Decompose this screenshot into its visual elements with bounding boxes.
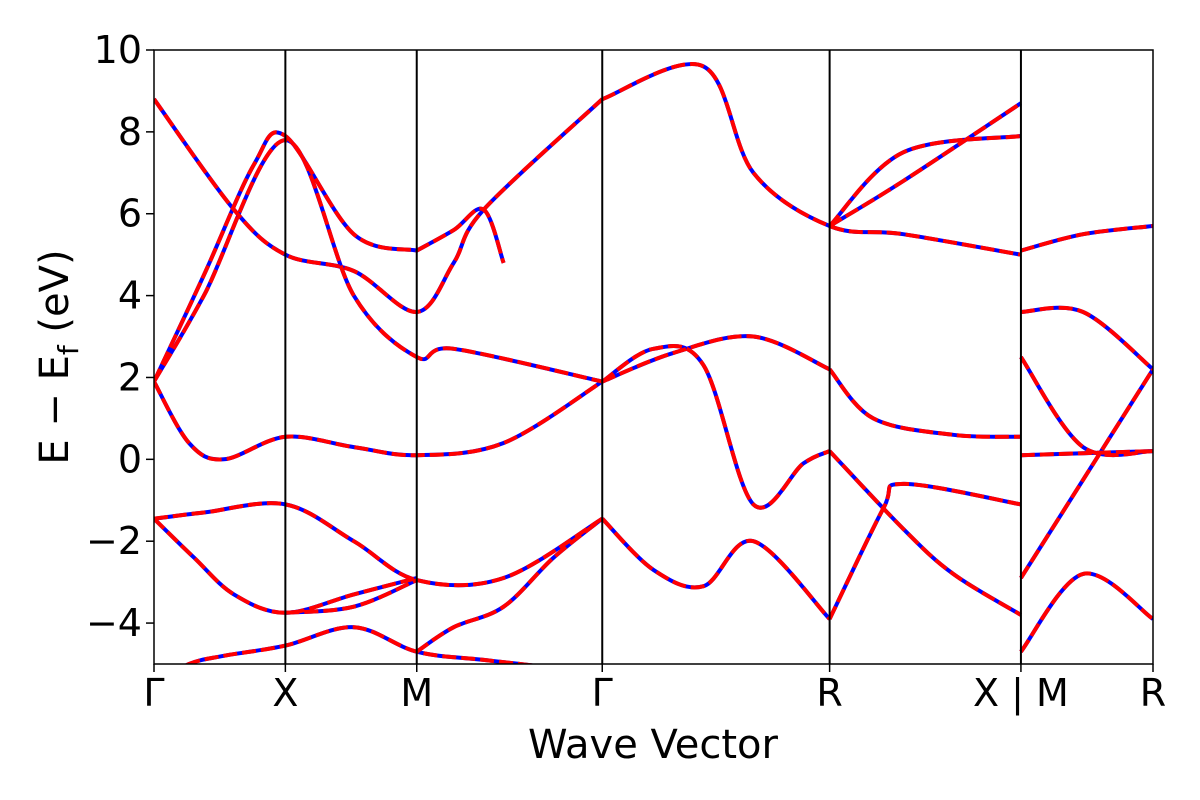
y-tick-label-3: 2 — [118, 355, 142, 399]
band-line-dashed-5 — [154, 379, 604, 462]
y-tick-label-0: −4 — [86, 601, 142, 645]
x-tick-label-0: Γ — [143, 671, 164, 715]
band-line-dashed-17 — [828, 101, 1023, 228]
x-axis-label: Wave Vector — [528, 722, 779, 768]
band-line-dashed-3 — [415, 517, 604, 654]
band-line-dashed-6 — [154, 130, 418, 383]
x-tick-label-3: Γ — [592, 671, 613, 715]
band-line-dashed-21 — [1019, 355, 1153, 457]
band-line-dashed-16 — [827, 481, 1022, 620]
y-tick-label-5: 6 — [118, 192, 142, 236]
band-line-dashed-24 — [1019, 571, 1153, 653]
plot-frame — [153, 49, 1154, 665]
band-line-solid-14 — [828, 449, 1022, 617]
y-tick-label-1: −2 — [86, 519, 142, 563]
band-line-dashed-20 — [1020, 305, 1153, 371]
band-line-dashed-18 — [828, 134, 1022, 228]
y-tick-label-7: 10 — [94, 28, 142, 72]
y-axis-label-unit: (eV) — [32, 249, 78, 345]
bands-layer — [154, 62, 1153, 664]
band-line-solid-12 — [601, 344, 831, 510]
band-line-dashed-23 — [1019, 368, 1153, 580]
band-line-solid-15 — [828, 367, 1021, 439]
band-line-dashed-7 — [154, 97, 604, 314]
band-line-solid-13 — [601, 62, 1022, 257]
band-line-solid-24 — [1019, 571, 1153, 653]
band-line-solid-21 — [1019, 355, 1153, 457]
band-line-dashed-22 — [1020, 449, 1153, 458]
x-tick-label-5: X | M — [973, 671, 1069, 716]
x-tick-label-6: R — [1140, 671, 1166, 715]
band-line-dashed-1 — [154, 517, 418, 615]
y-axis-label: E − Ef (eV) — [32, 249, 85, 464]
band-line-dashed-10 — [600, 517, 832, 621]
x-tick-label-1: X — [272, 671, 298, 715]
band-line-dashed-13 — [601, 62, 1022, 257]
x-axis-ticks: Γ X M Γ R X | M R — [143, 664, 1166, 716]
band-line-dashed-12 — [601, 344, 831, 510]
band-line-solid-2 — [154, 501, 604, 588]
band-line-solid-7 — [154, 97, 604, 314]
band-line-solid-11 — [601, 334, 831, 384]
band-line-dashed-19 — [1020, 224, 1153, 253]
band-line-dashed-0 — [184, 625, 538, 664]
band-line-solid-18 — [828, 134, 1022, 228]
y-axis-ticks: −4 −2 0 2 4 6 8 10 — [86, 28, 154, 645]
band-line-solid-20 — [1020, 305, 1153, 371]
y-tick-label-4: 4 — [118, 274, 142, 318]
band-line-dashed-8 — [415, 206, 506, 264]
band-line-solid-10 — [600, 517, 832, 621]
band-line-dashed-14 — [828, 449, 1022, 617]
y-tick-label-6: 8 — [118, 110, 142, 154]
x-tick-label-2: M — [400, 671, 433, 715]
band-line-dashed-9 — [154, 138, 603, 384]
y-axis-label-subscript: f — [52, 344, 85, 355]
k-point-lines — [284, 50, 1022, 664]
band-line-dashed-2 — [154, 501, 604, 588]
x-tick-label-4: R — [816, 671, 842, 715]
band-line-dashed-15 — [828, 367, 1021, 439]
band-line-dashed-11 — [601, 334, 831, 384]
y-tick-label-2: 0 — [118, 437, 142, 481]
band-line-solid-5 — [154, 379, 604, 462]
band-line-dashed-4 — [285, 578, 418, 615]
